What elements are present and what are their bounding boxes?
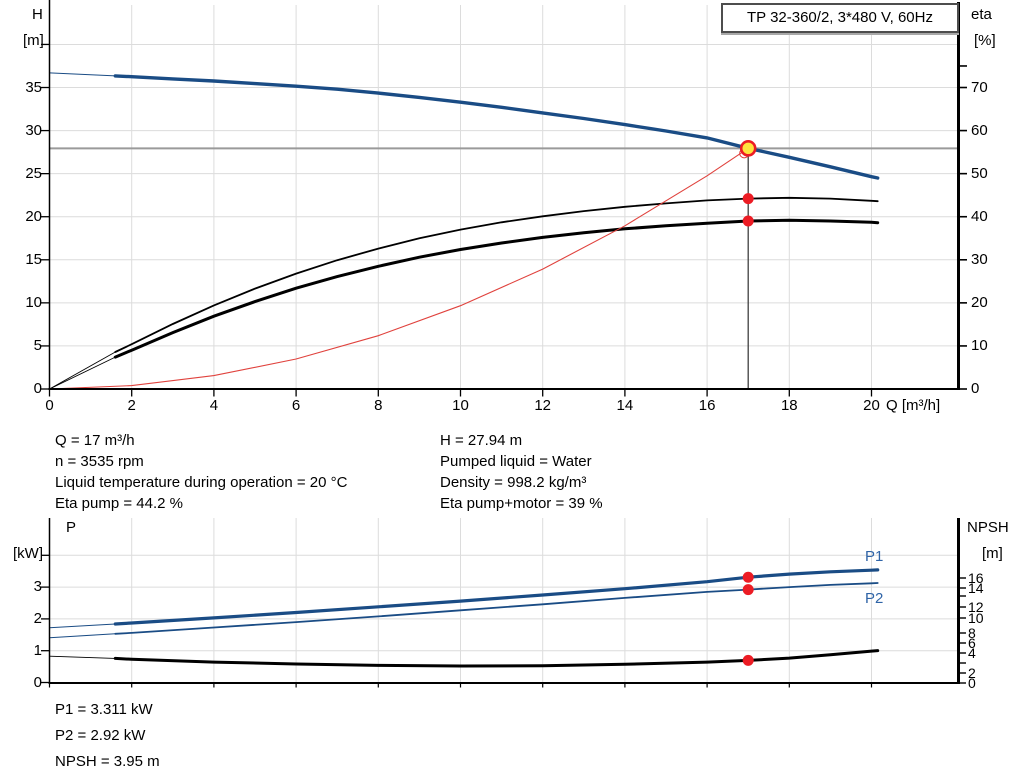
npsh-curve — [115, 651, 877, 666]
p1-curve-label: P1 — [865, 548, 883, 565]
eta-tick-label: 20 — [971, 294, 988, 312]
h-tick-label: 5 — [6, 337, 42, 355]
annotation-p1: P1 = 3.311 kW — [55, 700, 153, 719]
npsh-axis-title: NPSH — [967, 519, 1009, 537]
h-axis-title: H — [32, 6, 43, 24]
annotation-temperature: Liquid temperature during operation = 20… — [55, 473, 347, 492]
npsh-point — [743, 655, 754, 666]
q-tick-label: 8 — [363, 397, 393, 415]
annotation-speed: n = 3535 rpm — [55, 452, 144, 471]
eta-pump-point — [743, 193, 754, 204]
p-tick-label: 3 — [6, 578, 42, 596]
npsh-tick-label: 14 — [968, 580, 984, 596]
q-tick-label: 20 — [857, 397, 887, 415]
pump-curve-panel: H [m] eta [%] TP 32-360/2, 3*480 V, 60Hz… — [0, 0, 1024, 781]
annotation-eta-pump-motor: Eta pump+motor = 39 % — [440, 494, 603, 513]
p2-curve-label: P2 — [865, 590, 883, 607]
p-tick-label: 0 — [6, 674, 42, 692]
annotation-density: Density = 998.2 kg/m³ — [440, 473, 586, 492]
h-tick-label: 10 — [6, 294, 42, 312]
h-axis-unit: [m] — [23, 32, 44, 50]
q-tick-label: 6 — [281, 397, 311, 415]
q-tick-label: 18 — [774, 397, 804, 415]
annotation-liquid: Pumped liquid = Water — [440, 452, 592, 471]
q-tick-label: 4 — [199, 397, 229, 415]
annotation-head: H = 27.94 m — [440, 431, 522, 450]
h-tick-label: 30 — [6, 122, 42, 140]
eta-tick-label: 10 — [971, 337, 988, 355]
p1-point — [743, 572, 754, 583]
p-axis-unit: [kW] — [13, 545, 43, 563]
eta-tick-label: 0 — [971, 380, 979, 398]
head-curve-thin — [50, 73, 878, 178]
q-tick-label: 2 — [117, 397, 147, 415]
eta-pump-motor-curve — [115, 220, 877, 357]
q-tick-label: 12 — [528, 397, 558, 415]
eta-tick-label: 50 — [971, 165, 988, 183]
head-curve — [115, 76, 877, 178]
pump-title-box: TP 32-360/2, 3*480 V, 60Hz — [721, 3, 959, 33]
q-tick-label: 10 — [446, 397, 476, 415]
system-curve-thin — [50, 148, 749, 389]
npsh-axis-unit: [m] — [982, 545, 1003, 563]
q-tick-label: 14 — [610, 397, 640, 415]
p2-point — [743, 584, 754, 595]
eta-axis-title: eta — [971, 6, 992, 24]
p-axis-title: P — [66, 519, 76, 537]
chart-canvas — [0, 0, 1024, 781]
eta-tick-label: 70 — [971, 79, 988, 97]
eta-tick-label: 60 — [971, 122, 988, 140]
q-axis-label: Q [m³/h] — [886, 397, 940, 415]
annotation-npsh: NPSH = 3.95 m — [55, 752, 160, 771]
h-tick-label: 0 — [6, 380, 42, 398]
h-tick-label: 15 — [6, 251, 42, 269]
annotation-eta-pump: Eta pump = 44.2 % — [55, 494, 183, 513]
eta-pump-motor-point — [743, 216, 754, 227]
eta-tick-label: 40 — [971, 208, 988, 226]
annotation-p2: P2 = 2.92 kW — [55, 726, 145, 745]
p2-curve — [115, 583, 877, 634]
p-tick-label: 2 — [6, 610, 42, 628]
annotation-q: Q = 17 m³/h — [55, 431, 135, 450]
npsh-tick-label: 4 — [968, 645, 976, 661]
p1-curve — [115, 570, 877, 624]
q-tick-label: 0 — [35, 397, 65, 415]
npsh-tick-label: 10 — [968, 610, 984, 626]
npsh-tick-label: 0 — [968, 675, 976, 691]
eta-pump-curve-thin — [50, 198, 878, 389]
duty-point — [741, 141, 755, 155]
eta-axis-unit: [%] — [974, 32, 996, 50]
h-tick-label: 25 — [6, 165, 42, 183]
h-tick-label: 35 — [6, 79, 42, 97]
eta-tick-label: 30 — [971, 251, 988, 269]
p-tick-label: 1 — [6, 642, 42, 660]
h-tick-label: 20 — [6, 208, 42, 226]
q-tick-label: 16 — [692, 397, 722, 415]
npsh-curve-thin — [50, 651, 878, 666]
